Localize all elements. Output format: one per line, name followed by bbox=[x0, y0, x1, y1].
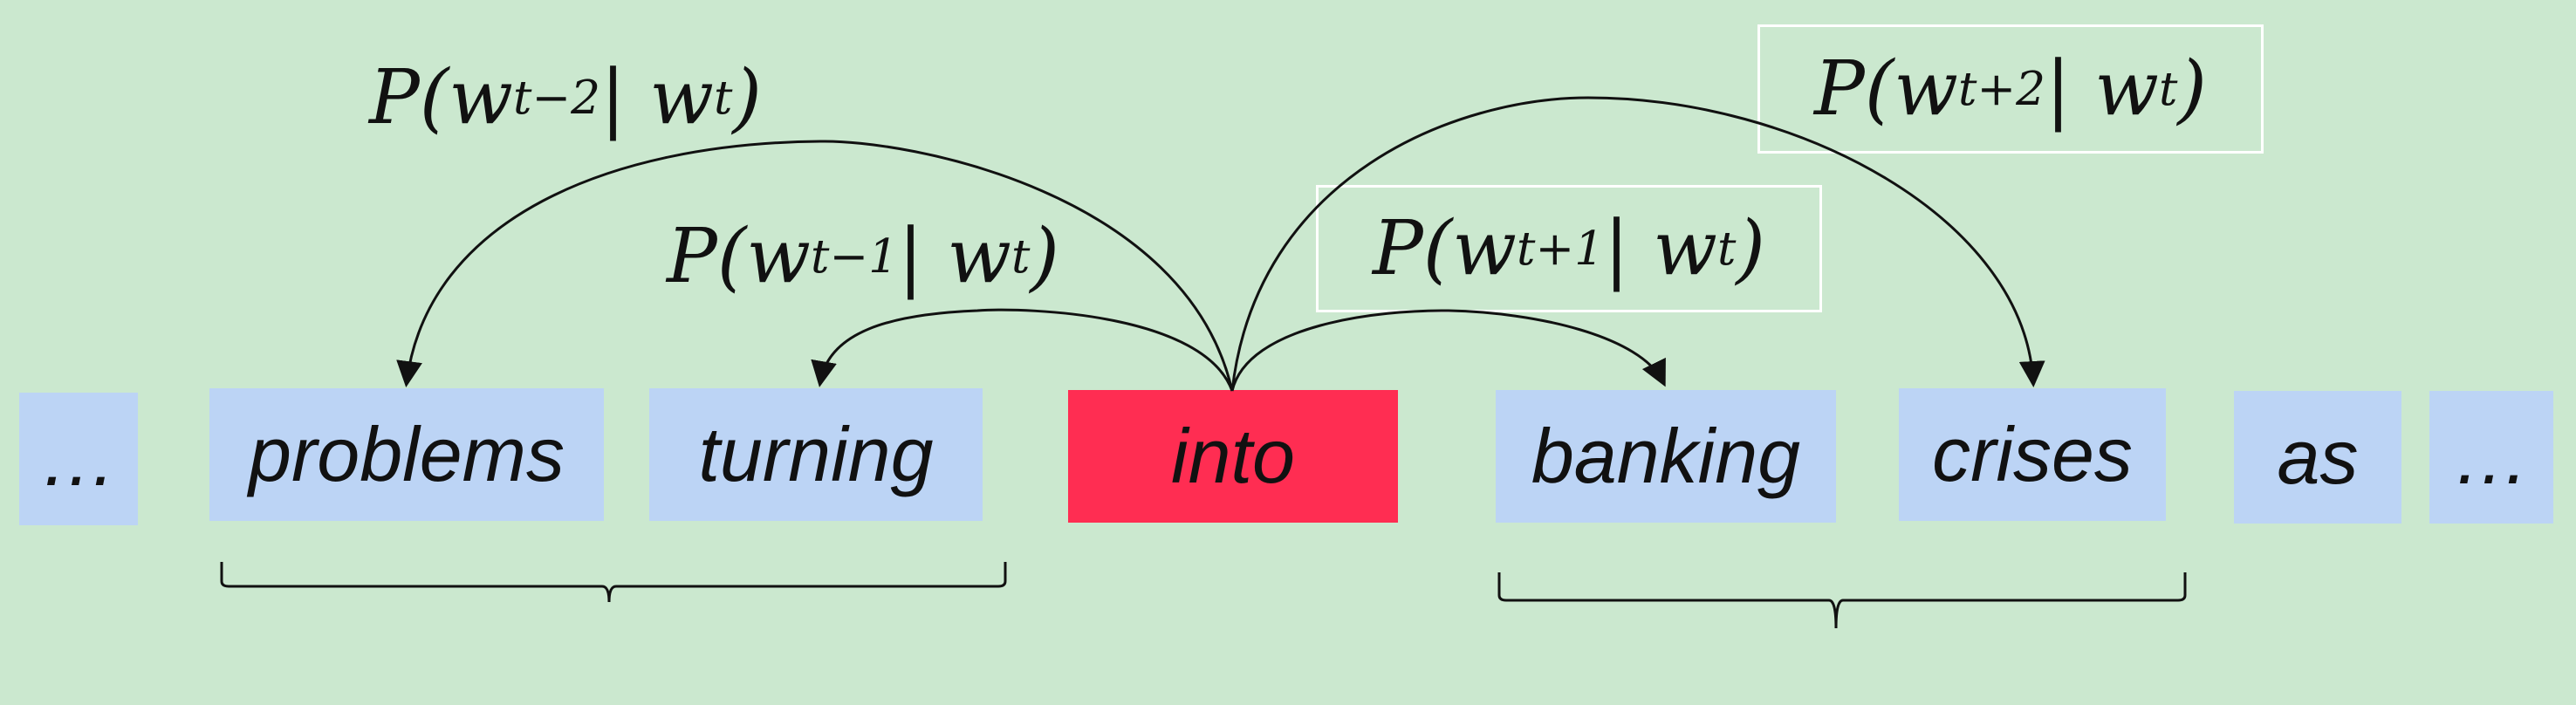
token-ellipsis-right: … bbox=[2429, 391, 2553, 524]
brace-left-context bbox=[220, 562, 1007, 603]
prob-label-t-minus-2: P(w t−2 | w t) bbox=[369, 54, 762, 141]
token-ellipsis-left: … bbox=[19, 393, 138, 525]
arc-into-to-turning bbox=[811, 308, 1234, 392]
prob-label-t-plus-1: P(w t+1 | w t) bbox=[1316, 185, 1822, 312]
brace-right-context bbox=[1497, 572, 2187, 629]
arc-into-to-crises bbox=[1230, 96, 2045, 392]
arc-into-to-problems bbox=[396, 140, 1234, 392]
token-as: as bbox=[2234, 391, 2401, 524]
prob-label-t-plus-2: P(w t+2 | w t) bbox=[1757, 24, 2264, 154]
token-problems: problems bbox=[209, 388, 604, 521]
arc-into-to-banking bbox=[1230, 309, 1666, 392]
token-crises: crises bbox=[1899, 388, 2166, 521]
token-banking: banking bbox=[1496, 390, 1836, 523]
prob-label-t-minus-1: P(w t−1 | w t) bbox=[667, 213, 1059, 300]
token-turning: turning bbox=[649, 388, 983, 521]
token-into-center: into bbox=[1068, 390, 1398, 523]
